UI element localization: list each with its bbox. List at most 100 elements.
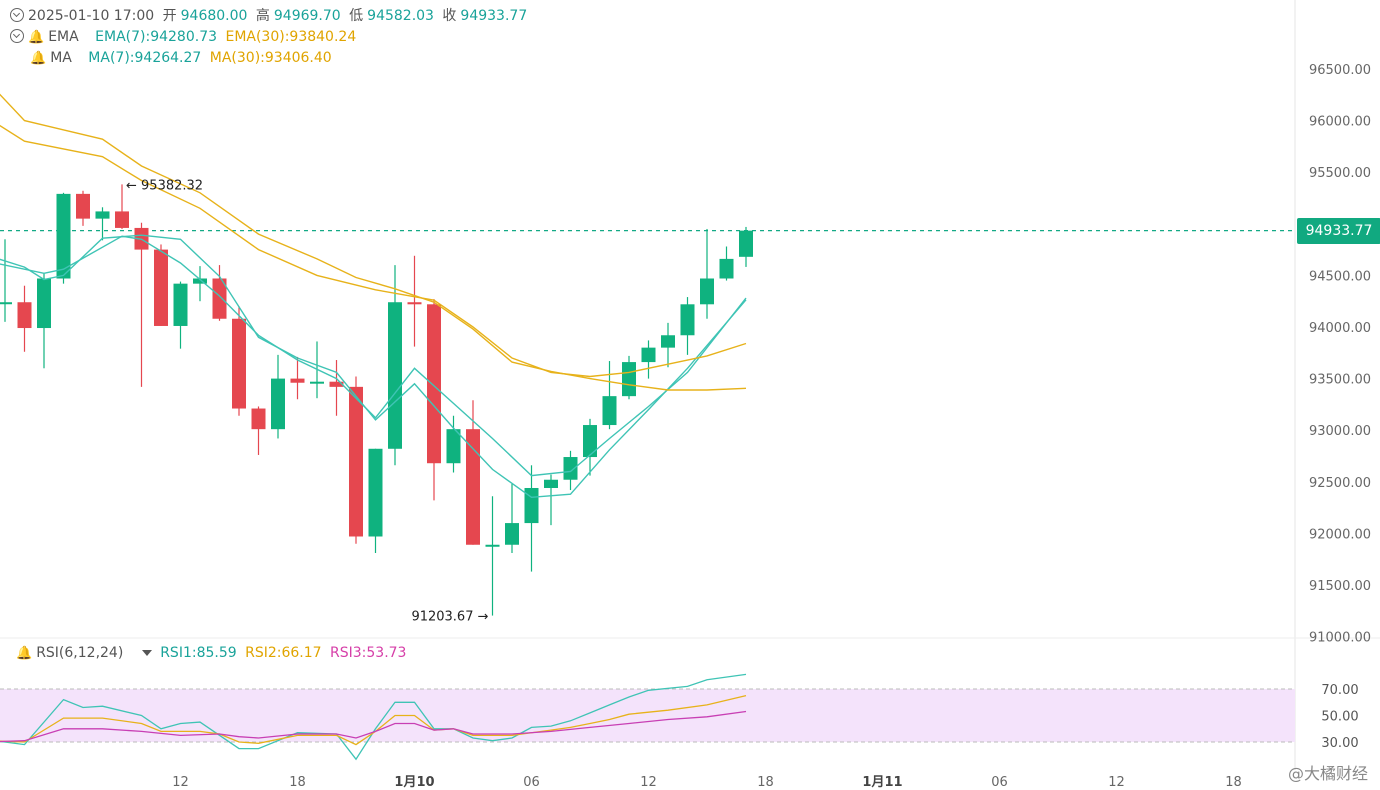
open-label: 开 <box>162 8 177 24</box>
low-value: 94582.03 <box>367 8 434 24</box>
high-label: 高 <box>255 8 270 24</box>
candle-body <box>368 448 383 537</box>
candle-body <box>602 396 617 426</box>
price-tick-label: 96000.00 <box>1309 115 1371 130</box>
candle-body <box>563 457 578 480</box>
candle-body <box>329 381 344 387</box>
candle-body <box>583 425 597 458</box>
ema7-value: EMA(7):94280.73 <box>95 29 218 45</box>
rsi-legend: 🔔 RSI(6,12,24) RSI1:85.59 RSI2:66.17 RSI3… <box>16 645 410 661</box>
line-ema7 <box>0 235 747 477</box>
watermark: @大橘财经 <box>1287 764 1368 783</box>
rsi-tick-label: 50.00 <box>1321 710 1358 725</box>
ema-label: EMA <box>48 29 79 45</box>
header-datetime: 2025-01-10 17:00 <box>28 8 155 24</box>
rsi3-value: RSI3:53.73 <box>330 645 407 661</box>
time-tick-label: 18 <box>289 775 306 790</box>
time-tick-label: 06 <box>523 775 540 790</box>
candle-body <box>173 283 188 326</box>
candle-body <box>427 304 441 464</box>
candle-body <box>641 347 656 363</box>
rsi-tick-label: 70.00 <box>1321 683 1358 698</box>
dropdown-icon[interactable] <box>141 650 152 656</box>
price-tick-label: 95500.00 <box>1309 166 1371 181</box>
candle-body <box>251 408 266 430</box>
line-rsi1 <box>0 673 747 761</box>
candle-body <box>115 211 129 228</box>
time-tick-label: 1月11 <box>862 775 902 790</box>
price-tick-label: 92500.00 <box>1309 476 1371 491</box>
ma-legend: 🔔 MA MA(7):94264.27 MA(30):93406.40 <box>30 50 336 66</box>
rsi-tick-label: 30.00 <box>1321 736 1358 751</box>
open-value: 94680.00 <box>180 8 248 24</box>
candle-body <box>700 278 714 305</box>
line-ema30 <box>0 124 747 378</box>
candle-body <box>271 378 285 430</box>
line-ma7 <box>0 234 747 499</box>
candle-body <box>407 302 422 305</box>
time-tick-label: 12 <box>640 775 657 790</box>
rsi1-value: RSI1:85.59 <box>160 645 237 661</box>
ma7-value: MA(7):94264.27 <box>88 50 202 66</box>
candle-body <box>154 249 168 326</box>
candle-body <box>232 318 246 409</box>
candle-body <box>310 381 324 384</box>
candle-body <box>37 278 51 329</box>
time-tick-label: 1月10 <box>394 775 434 790</box>
current-price-tag: 94933.77 <box>1297 217 1380 244</box>
candle-body <box>661 335 675 348</box>
ma-label: MA <box>50 50 72 66</box>
bell-icon[interactable]: 🔔 <box>16 646 33 661</box>
ema30-value: EMA(30):93840.24 <box>225 29 357 45</box>
price-tick-label: 93000.00 <box>1309 424 1371 439</box>
high-value: 94969.70 <box>273 8 341 24</box>
line-ma30 <box>0 93 747 391</box>
candle-body <box>193 278 207 284</box>
price-tick-label: 91000.00 <box>1309 631 1371 646</box>
price-tick-label: 91500.00 <box>1309 579 1371 594</box>
line-rsi3 <box>0 710 747 743</box>
candle-body <box>622 362 636 397</box>
candle-body <box>544 479 558 488</box>
time-tick-label: 18 <box>757 775 774 790</box>
candle-body <box>212 278 227 319</box>
extreme-price-label: 91203.67 → <box>411 610 488 625</box>
time-tick-label: 06 <box>991 775 1008 790</box>
candle-body <box>95 211 110 219</box>
candle-body <box>466 429 480 545</box>
close-label: 收 <box>442 8 457 24</box>
candle-body <box>446 429 461 464</box>
price-tick-label: 93500.00 <box>1309 373 1371 388</box>
rsi-label: RSI(6,12,24) <box>36 645 124 661</box>
price-tick-label: 94000.00 <box>1309 321 1371 336</box>
price-tick-label: 96500.00 <box>1309 63 1371 78</box>
price-tick-label: 92000.00 <box>1309 527 1371 542</box>
collapse-chevron-icon[interactable] <box>10 8 24 22</box>
candle-body <box>485 544 500 547</box>
candle-body <box>680 304 695 336</box>
candle-body <box>56 193 71 279</box>
candle-body <box>505 523 519 545</box>
rsi-band <box>0 689 1295 742</box>
candle-body <box>349 386 363 537</box>
candle-body <box>719 258 734 279</box>
candle-body <box>739 230 753 257</box>
time-tick-label: 12 <box>172 775 189 790</box>
collapse-chevron-icon[interactable] <box>10 29 24 43</box>
low-label: 低 <box>349 8 364 24</box>
bell-icon[interactable]: 🔔 <box>28 30 45 45</box>
time-tick-label: 18 <box>1225 775 1242 790</box>
rsi2-value: RSI2:66.17 <box>245 645 322 661</box>
candle-body <box>290 378 305 383</box>
line-rsi2 <box>0 694 747 746</box>
candle-body <box>17 302 32 329</box>
bell-icon[interactable]: 🔔 <box>30 51 47 66</box>
extreme-price-label: ← 95382.32 <box>126 178 203 193</box>
candle-body <box>388 302 402 449</box>
ema-legend: 🔔 EMA EMA(7):94280.73 EMA(30):93840.24 <box>10 27 360 45</box>
price-tick-label: 94500.00 <box>1309 269 1371 284</box>
candle-body <box>0 302 12 305</box>
ma30-value: MA(30):93406.40 <box>209 50 332 66</box>
close-value: 94933.77 <box>460 8 528 24</box>
